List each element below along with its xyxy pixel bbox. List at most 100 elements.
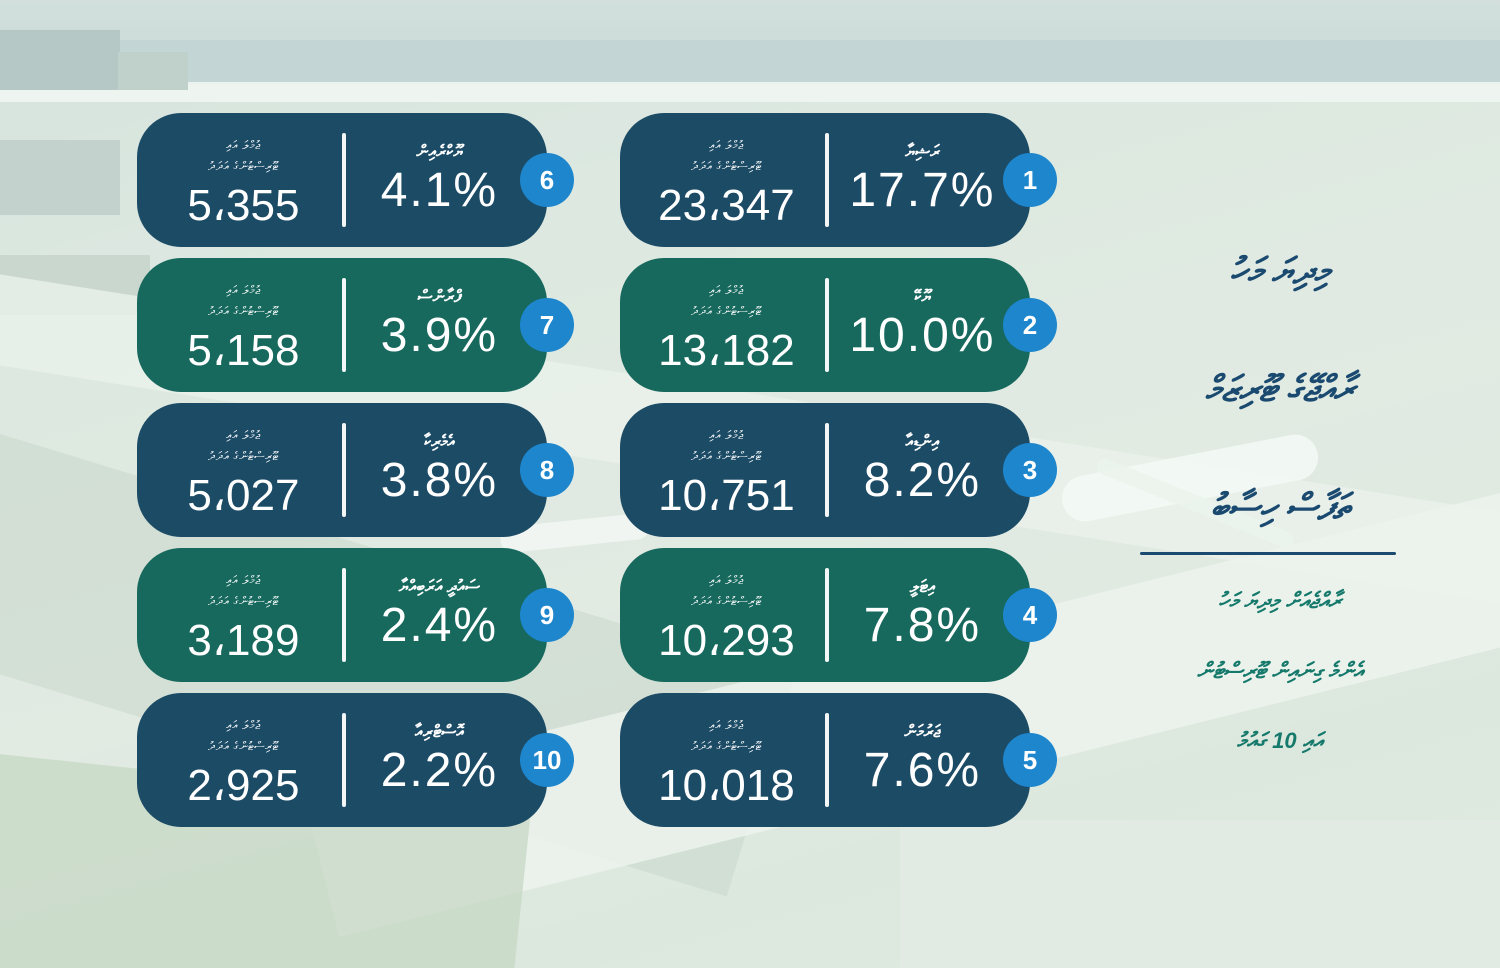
percent-value: 2.2% (380, 744, 499, 797)
country-card-austria: ޖުމްލަ އައި ޓޫރިސްޓުންގެ އަދަދު 2،925 އޮ… (137, 693, 574, 827)
total-label-line2: ޓޫރިސްޓުންގެ އަދަދު (691, 159, 762, 173)
percent-section: ޔޫކޭ 10.0% (829, 258, 1030, 392)
total-value: 13،182 (658, 326, 795, 375)
country-card-usa: ޖުމްލަ އައި ޓޫރިސްޓުންގެ އަދަދު 5،027 އެ… (137, 403, 574, 537)
country-card-ukraine: ޖުމްލަ އައި ޓޫރިސްޓުންގެ އަދަދު 5،355 ޔޫ… (137, 113, 574, 247)
divider (341, 133, 346, 227)
percent-value: 3.9% (380, 309, 499, 362)
rank-badge: 2 (1003, 298, 1057, 352)
total-section: ޖުމްލަ އައި ޓޫރިސްޓުންގެ އަދަދު 13،182 (620, 258, 825, 392)
divider (341, 713, 346, 807)
total-label-line1: ޖުމްލަ އައި (226, 718, 261, 732)
apron (900, 820, 1500, 968)
title-line-2: ރާއްޖޭގެ ޓޫރިޒަމް (1205, 367, 1355, 409)
total-section: ޖުމްލަ އައި ޓޫރިސްޓުންގެ އަދަދު 2،925 (137, 693, 342, 827)
total-value: 5،158 (187, 326, 300, 375)
building (0, 140, 120, 215)
total-label-line1: ޖުމްލަ އައި (709, 428, 744, 442)
percent-value: 4.1% (380, 164, 499, 217)
total-label-line1: ޖުމްލަ އައި (226, 428, 261, 442)
divider (824, 423, 829, 517)
total-label-line2: ޓޫރިސްޓުންގެ އަދަދު (691, 304, 762, 318)
total-section: ޖުމްލަ އައި ޓޫރިސްޓުންގެ އަދަދު 10،751 (620, 403, 825, 537)
country-name: ޖަރުމަން (904, 722, 941, 741)
total-section: ޖުމްލަ އައި ޓޫރިސްޓުންގެ އަދަދު 5،355 (137, 113, 342, 247)
country-name: ފްރާންސް (417, 287, 462, 306)
country-name: ޔޫކޭ (914, 287, 931, 306)
city-skyline (118, 52, 188, 90)
country-name: އިންޑިއާ (905, 432, 940, 451)
percent-section: ޖަރުމަން 7.6% (829, 693, 1030, 827)
percent-section: އިޓަލީ 7.8% (829, 548, 1030, 682)
total-label-line1: ޖުމްލަ އައި (709, 573, 744, 587)
percent-value: 8.2% (863, 454, 982, 507)
rank-badge: 1 (1003, 153, 1057, 207)
percent-value: 7.6% (863, 744, 982, 797)
total-label-line1: ޖުމްލަ އައި (226, 138, 261, 152)
total-section: ޖުމްލަ އައި ޓޫރިސްޓުންގެ އަދަދު 5،158 (137, 258, 342, 392)
total-section: ޖުމްލަ އައި ޓޫރިސްޓުންގެ އަދަދު 5،027 (137, 403, 342, 537)
total-label-line2: ޓޫރިސްޓުންގެ އަދަދު (691, 449, 762, 463)
percent-section: އެމެރިކާ 3.8% (346, 403, 547, 537)
total-label-line1: ޖުމްލަ އައި (709, 138, 744, 152)
total-value: 2،925 (187, 761, 300, 810)
cards-column-ranks-6-10: ޖުމްލަ އައި ޓޫރިސްޓުންގެ އަދަދު 5،355 ޔޫ… (137, 113, 574, 838)
rank-badge: 4 (1003, 588, 1057, 642)
country-card-russia: ޖުމްލަ އައި ޓޫރިސްޓުންގެ އަދަދު 23،347 ރ… (620, 113, 1057, 247)
total-label-line1: ޖުމްލަ އައި (709, 283, 744, 297)
country-name: ސައުދީ އަރަބިއްޔާ (398, 577, 481, 596)
total-value: 5،027 (187, 471, 300, 520)
country-card-india: ޖުމްލަ އައި ޓޫރިސްޓުންގެ އަދަދު 10،751 އ… (620, 403, 1057, 537)
country-card-saudi-arabia: ޖުމްލަ އައި ޓޫރިސްޓުންގެ އަދަދު 3،189 ސަ… (137, 548, 574, 682)
cards-column-ranks-1-5: ޖުމްލަ އައި ޓޫރިސްޓުންގެ އަދަދު 23،347 ރ… (620, 113, 1057, 838)
total-label-line2: ޓޫރިސްޓުންގެ އަދަދު (208, 739, 279, 753)
divider (341, 568, 346, 662)
total-value: 10،751 (658, 471, 795, 520)
country-name: ޔޫކްރެއިން (416, 142, 463, 161)
divider (824, 133, 829, 227)
percent-value: 17.7% (849, 164, 996, 217)
percent-value: 3.8% (380, 454, 499, 507)
country-name: އިޓަލީ (909, 577, 936, 596)
total-value: 10،018 (658, 761, 795, 810)
sea (0, 40, 1500, 85)
rank-badge: 7 (520, 298, 574, 352)
percent-value: 7.8% (863, 599, 982, 652)
page-title: މިދިޔަ މަހު ރާއްޖޭގެ ޓޫރިޒަމް ތަފާސް ހިސ… (1095, 212, 1465, 566)
percent-section: އިންޑިއާ 8.2% (829, 403, 1030, 537)
country-name: ރަޝިޔާ (905, 142, 940, 161)
total-label-line1: ޖުމްލަ އައި (226, 283, 261, 297)
country-name: އެމެރިކާ (424, 432, 455, 451)
total-value: 5،355 (187, 181, 300, 230)
divider (824, 278, 829, 372)
percent-section: ރަޝިޔާ 17.7% (829, 113, 1030, 247)
rank-badge: 8 (520, 443, 574, 497)
rank-badge: 9 (520, 588, 574, 642)
country-card-france: ޖުމްލަ އައި ޓޫރިސްޓުންގެ އަދަދު 5،158 ފް… (137, 258, 574, 392)
city-skyline (0, 30, 120, 90)
total-value: 10،293 (658, 616, 795, 665)
divider (341, 278, 346, 372)
title-divider (1140, 552, 1396, 555)
divider (824, 568, 829, 662)
percent-section: ފްރާންސް 3.9% (346, 258, 547, 392)
rank-badge: 3 (1003, 443, 1057, 497)
shoreline (0, 82, 1500, 102)
percent-value: 2.4% (380, 599, 499, 652)
rank-badge: 5 (1003, 733, 1057, 787)
divider (341, 423, 346, 517)
subtitle-line-3: އައި 10 ގައުމު (1236, 728, 1324, 753)
total-section: ޖުމްލަ އައި ޓޫރިސްޓުންގެ އަދަދު 10،018 (620, 693, 825, 827)
percent-section: އޮސްޓްރިއާ 2.2% (346, 693, 547, 827)
total-label-line1: ޖުމްލަ އައި (226, 573, 261, 587)
total-section: ޖުމްލަ އައި ޓޫރިސްޓުންގެ އަދަދު 3،189 (137, 548, 342, 682)
percent-section: ޔޫކްރެއިން 4.1% (346, 113, 547, 247)
page-subtitle: ރާއްޖެއަށް މިދިޔަ މަހު އެންމެ ގިނައިން ޓ… (1105, 566, 1455, 776)
total-label-line2: ޓޫރިސްޓުންގެ އަދަދު (208, 449, 279, 463)
country-name: އޮސްޓްރިއާ (415, 722, 464, 741)
total-section: ޖުމްލަ އައި ޓޫރިސްޓުންގެ އަދަދު 10،293 (620, 548, 825, 682)
total-value: 3،189 (187, 616, 300, 665)
percent-value: 10.0% (849, 309, 996, 362)
total-label-line1: ޖުމްލަ އައި (709, 718, 744, 732)
